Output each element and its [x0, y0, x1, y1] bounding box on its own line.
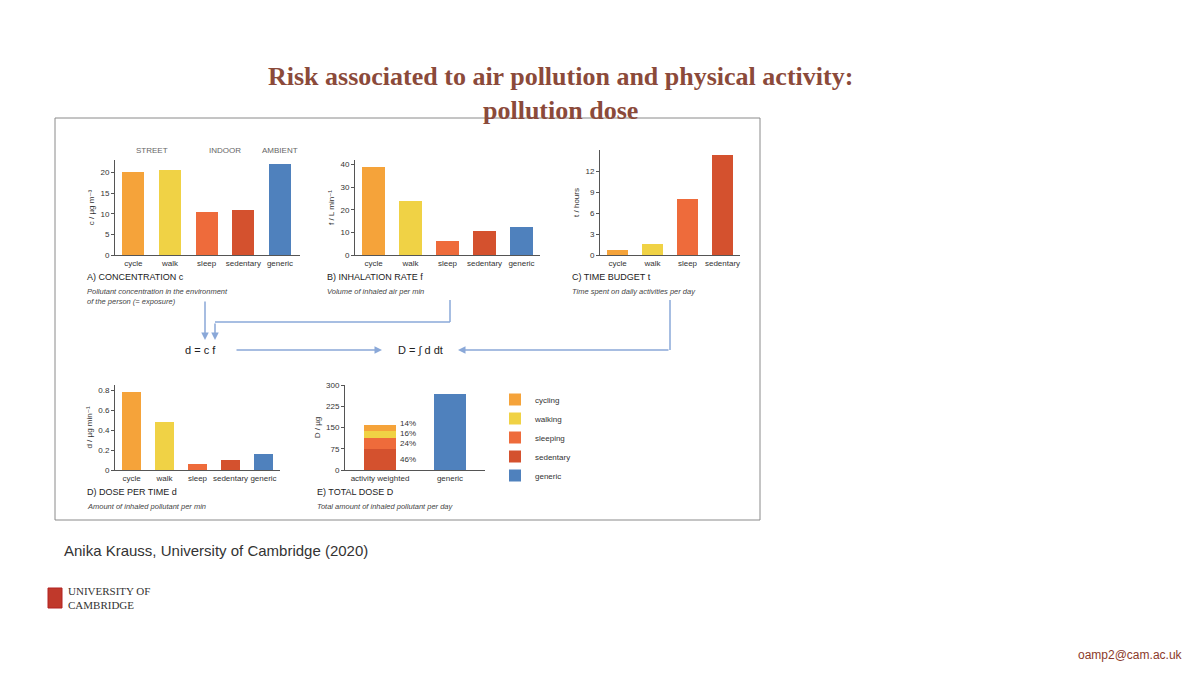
svg-text:sedentary: sedentary [226, 259, 261, 268]
svg-text:f / L min⁻¹: f / L min⁻¹ [327, 190, 336, 225]
svg-text:sleep: sleep [197, 259, 217, 268]
svg-text:cycle: cycle [122, 474, 141, 483]
svg-text:0.8: 0.8 [98, 386, 110, 395]
svg-text:Anika Krauss, University of Ca: Anika Krauss, University of Cambridge (2… [64, 542, 368, 559]
svg-text:sedentary: sedentary [535, 453, 570, 462]
svg-text:Risk associated to air polluti: Risk associated to air pollution and phy… [268, 62, 853, 125]
svg-text:D = ∫ d dt: D = ∫ d dt [398, 344, 443, 357]
svg-text:generic: generic [535, 472, 561, 481]
svg-text:AMBIENT: AMBIENT [262, 146, 298, 155]
svg-text:activity weighted: activity weighted [351, 474, 410, 483]
svg-text:cycle: cycle [364, 259, 383, 268]
svg-text:UNIVERSITY OFCAMBRIDGE: UNIVERSITY OFCAMBRIDGE [68, 585, 150, 611]
svg-text:5: 5 [105, 230, 110, 239]
svg-text:walk: walk [161, 259, 179, 268]
svg-text:75: 75 [330, 445, 339, 454]
svg-text:cycle: cycle [608, 259, 627, 268]
svg-text:sleep: sleep [188, 474, 208, 483]
svg-text:10: 10 [100, 210, 109, 219]
svg-text:40: 40 [340, 160, 349, 169]
svg-text:cycling: cycling [535, 396, 559, 405]
svg-text:225: 225 [326, 402, 340, 411]
svg-text:3: 3 [590, 230, 595, 239]
svg-text:46%: 46% [400, 455, 416, 464]
svg-text:24%: 24% [400, 439, 416, 448]
svg-text:d = c f: d = c f [185, 344, 216, 356]
svg-text:Amount of inhaled pollutant pe: Amount of inhaled pollutant per min [87, 502, 206, 511]
svg-text:0.4: 0.4 [98, 426, 110, 435]
svg-text:generic: generic [508, 259, 534, 268]
svg-text:generic: generic [267, 259, 293, 268]
svg-text:0: 0 [105, 251, 110, 260]
svg-text:Pollutant concentration in the: Pollutant concentration in the environme… [87, 287, 228, 306]
svg-text:15: 15 [100, 189, 109, 198]
svg-text:A) CONCENTRATION c: A) CONCENTRATION c [87, 272, 184, 282]
svg-text:30: 30 [340, 183, 349, 192]
svg-text:14%: 14% [400, 419, 416, 428]
svg-text:generic: generic [437, 474, 463, 483]
svg-text:INDOOR: INDOOR [209, 146, 241, 155]
svg-text:d / µg min⁻¹: d / µg min⁻¹ [85, 406, 94, 449]
svg-text:walking: walking [534, 415, 562, 424]
svg-text:Time spent on daily activities: Time spent on daily activities per day [572, 287, 696, 296]
svg-text:12: 12 [585, 167, 594, 176]
svg-text:0.2: 0.2 [98, 446, 110, 455]
svg-text:300: 300 [326, 381, 340, 390]
svg-text:sedentary: sedentary [213, 474, 248, 483]
svg-text:Volume of inhaled air per min: Volume of inhaled air per min [327, 287, 424, 296]
svg-text:10: 10 [340, 228, 349, 237]
svg-text:sleep: sleep [438, 259, 458, 268]
svg-text:0.6: 0.6 [98, 406, 110, 415]
svg-text:9: 9 [590, 188, 595, 197]
svg-text:walk: walk [643, 259, 661, 268]
svg-text:walk: walk [401, 259, 419, 268]
svg-text:0: 0 [335, 466, 340, 475]
svg-text:walk: walk [155, 474, 173, 483]
svg-text:16%: 16% [400, 429, 416, 438]
svg-text:D / µg: D / µg [313, 417, 322, 439]
svg-text:C) TIME BUDGET t: C) TIME BUDGET t [572, 272, 651, 282]
svg-text:cycle: cycle [124, 259, 143, 268]
svg-text:sleeping: sleeping [535, 434, 565, 443]
svg-text:sedentary: sedentary [705, 259, 740, 268]
svg-text:generic: generic [250, 474, 276, 483]
svg-text:sedentary: sedentary [467, 259, 502, 268]
svg-text:c / µg m⁻³: c / µg m⁻³ [87, 189, 96, 225]
svg-text:0: 0 [105, 466, 110, 475]
svg-text:sleep: sleep [678, 259, 698, 268]
svg-text:oamp2@cam.ac.uk: oamp2@cam.ac.uk [1078, 648, 1183, 662]
svg-text:150: 150 [326, 423, 340, 432]
svg-text:Total amount of inhaled pollut: Total amount of inhaled pollutant per da… [317, 502, 453, 511]
svg-text:STREET: STREET [136, 146, 168, 155]
svg-text:6: 6 [590, 209, 595, 218]
svg-text:20: 20 [340, 206, 349, 215]
svg-text:20: 20 [100, 168, 109, 177]
svg-text:D) DOSE PER TIME d: D) DOSE PER TIME d [87, 487, 177, 497]
svg-text:0: 0 [345, 251, 350, 260]
svg-text:0: 0 [590, 251, 595, 260]
svg-text:t / hours: t / hours [572, 188, 581, 217]
svg-text:E) TOTAL DOSE D: E) TOTAL DOSE D [317, 487, 394, 497]
svg-text:B) INHALATION RATE f: B) INHALATION RATE f [327, 272, 423, 282]
